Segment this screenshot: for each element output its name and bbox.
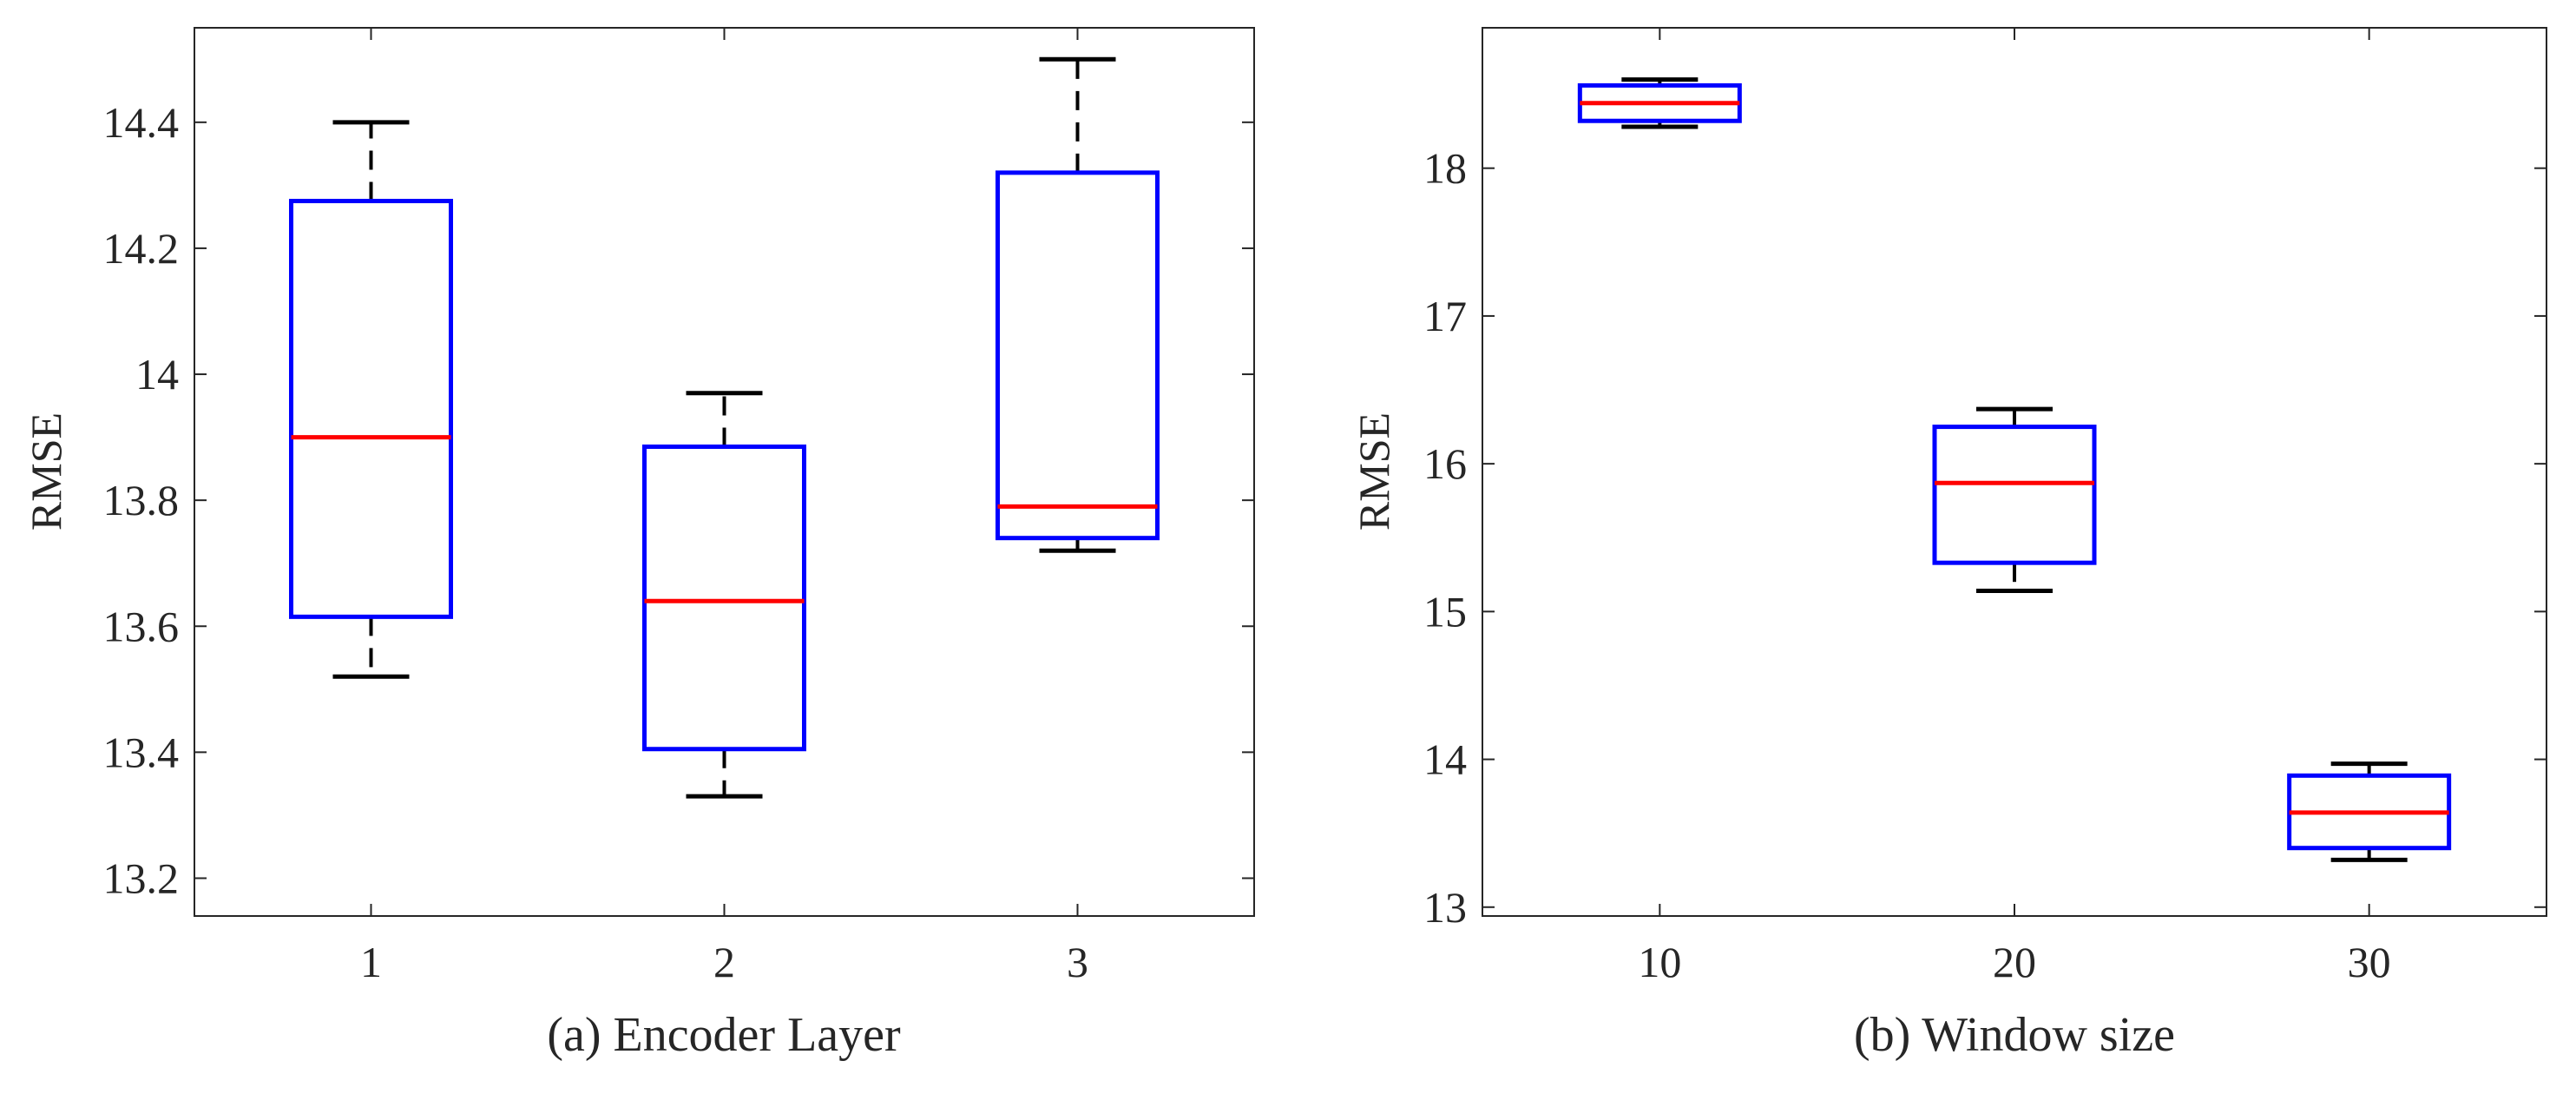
box-20: [1932, 406, 2097, 594]
y-tick-label: 15: [1423, 587, 1467, 636]
iqr-box: [289, 199, 453, 619]
x-axis-label-b: (b) Window size: [1854, 1008, 2175, 1062]
box-10: [1577, 77, 1742, 129]
y-tick-label: 14.2: [103, 224, 180, 273]
y-tick-label: 14.4: [103, 98, 180, 147]
box-3: [996, 56, 1160, 553]
x-ticks-a: 1 2 3: [360, 28, 1088, 986]
x-tick-label: 3: [1067, 938, 1088, 986]
x-tick-label: 30: [2348, 938, 2391, 986]
boxes-layer-b: [1577, 77, 2452, 862]
y-tick-label: 13: [1423, 883, 1467, 932]
box-2: [642, 391, 806, 799]
y-tick-label: 13.4: [103, 728, 180, 776]
y-tick-label: 17: [1423, 292, 1467, 340]
y-tick-label: 18: [1423, 144, 1467, 193]
y-ticks-a: 13.2 13.4 13.6 13.8 14 14.2 14.4: [103, 98, 1254, 902]
y-axis-label-b: RMSE: [1350, 412, 1398, 531]
iqr-box: [996, 170, 1160, 541]
y-tick-label: 13.2: [103, 853, 180, 902]
box-30: [2287, 761, 2452, 862]
y-ticks-b: 13 14 15 16 17 18: [1423, 144, 2546, 932]
x-tick-label: 2: [713, 938, 735, 986]
y-tick-label: 13.8: [103, 476, 180, 524]
x-ticks-b: 10 20 30: [1638, 28, 2391, 986]
y-axis-label-a: RMSE: [22, 412, 70, 531]
iqr-box: [642, 444, 806, 752]
panel-a: 13.2 13.4 13.6 13.8 14 14.2 14.4 1 2 3 RMSE (a) …: [22, 27, 1255, 1062]
x-axis-label-a: (a) Encoder Layer: [547, 1008, 901, 1062]
boxes-layer-a: [289, 56, 1160, 799]
iqr-box: [1932, 425, 2097, 565]
x-tick-label: 10: [1638, 938, 1681, 986]
y-tick-label: 13.6: [103, 602, 180, 650]
x-tick-label: 20: [1993, 938, 2036, 986]
box-1: [289, 120, 453, 679]
y-tick-label: 14: [135, 350, 179, 399]
x-tick-label: 1: [360, 938, 382, 986]
panel-b: 13 14 15 16 17 18 10 20 30 RMSE (b) Window size: [1350, 27, 2547, 1062]
y-tick-label: 14: [1423, 735, 1467, 784]
y-tick-label: 16: [1423, 439, 1467, 488]
